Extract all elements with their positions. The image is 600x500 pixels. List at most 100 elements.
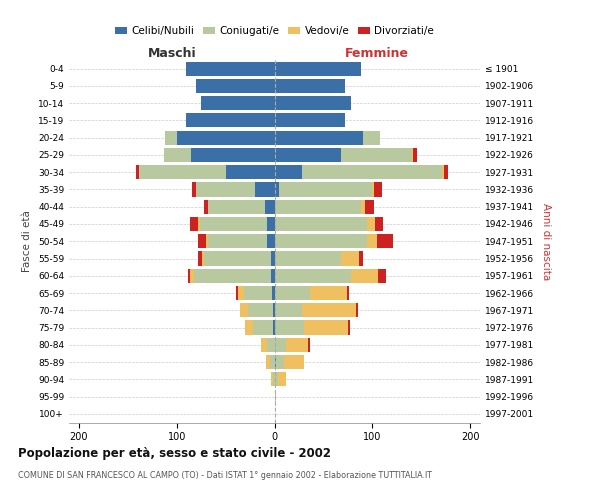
Bar (272, 320, 275, 334)
Bar (255, 182, 275, 196)
Bar (275, 286, 310, 300)
Bar (272, 372, 275, 386)
Bar (444, 165, 448, 180)
Bar (348, 320, 350, 334)
Bar (196, 182, 255, 196)
Bar (377, 234, 393, 248)
Bar (373, 182, 374, 196)
Bar (275, 268, 351, 283)
Text: COMUNE DI SAN FRANCESCO AL CAMPO (TO) - Dati ISTAT 1° gennaio 2002 - Elaborazion: COMUNE DI SAN FRANCESCO AL CAMPO (TO) - … (18, 471, 432, 480)
Bar (275, 79, 345, 93)
Bar (198, 234, 206, 248)
Bar (198, 217, 200, 231)
Bar (245, 320, 253, 334)
Bar (266, 217, 275, 231)
Bar (302, 303, 356, 318)
Bar (271, 268, 275, 283)
Bar (361, 200, 365, 214)
Bar (275, 252, 341, 266)
Bar (275, 96, 351, 110)
Bar (286, 338, 308, 352)
Bar (136, 165, 139, 180)
Bar (375, 217, 383, 231)
Bar (190, 268, 194, 283)
Bar (275, 234, 367, 248)
Bar (304, 320, 348, 334)
Bar (347, 286, 349, 300)
Bar (193, 182, 196, 196)
Bar (359, 252, 362, 266)
Bar (204, 200, 208, 214)
Bar (165, 130, 176, 145)
Text: Maschi: Maschi (148, 47, 196, 60)
Bar (204, 252, 271, 266)
Bar (275, 390, 277, 404)
Bar (284, 355, 304, 369)
Bar (261, 338, 266, 352)
Bar (188, 268, 190, 283)
Bar (248, 303, 272, 318)
Bar (275, 165, 302, 180)
Bar (275, 372, 278, 386)
Bar (187, 62, 275, 76)
Bar (208, 234, 266, 248)
Bar (271, 252, 275, 266)
Bar (413, 148, 418, 162)
Bar (191, 148, 275, 162)
Y-axis label: Anni di nascita: Anni di nascita (541, 202, 551, 280)
Bar (275, 62, 361, 76)
Bar (176, 130, 275, 145)
Bar (265, 200, 275, 214)
Bar (351, 268, 378, 283)
Bar (367, 217, 375, 231)
Bar (272, 303, 275, 318)
Bar (271, 372, 272, 386)
Bar (275, 182, 280, 196)
Bar (356, 303, 358, 318)
Bar (275, 338, 286, 352)
Bar (275, 217, 367, 231)
Bar (365, 200, 374, 214)
Bar (275, 355, 277, 369)
Bar (198, 252, 202, 266)
Bar (280, 182, 373, 196)
Bar (196, 79, 275, 93)
Bar (226, 165, 275, 180)
Bar (194, 268, 271, 283)
Bar (244, 286, 272, 300)
Bar (310, 286, 347, 300)
Bar (164, 148, 191, 162)
Bar (302, 165, 442, 180)
Bar (253, 320, 272, 334)
Bar (278, 372, 286, 386)
Bar (412, 148, 413, 162)
Bar (362, 130, 380, 145)
Bar (275, 130, 362, 145)
Bar (238, 286, 244, 300)
Bar (269, 355, 275, 369)
Bar (277, 355, 284, 369)
Text: Popolazione per età, sesso e stato civile - 2002: Popolazione per età, sesso e stato civil… (18, 448, 331, 460)
Bar (275, 200, 361, 214)
Text: Femmine: Femmine (345, 47, 409, 60)
Bar (190, 217, 198, 231)
Bar (367, 234, 377, 248)
Bar (201, 96, 275, 110)
Bar (308, 338, 310, 352)
Bar (200, 217, 266, 231)
Bar (272, 286, 275, 300)
Bar (341, 252, 359, 266)
Legend: Celibi/Nubili, Coniugati/e, Vedovi/e, Divorziati/e: Celibi/Nubili, Coniugati/e, Vedovi/e, Di… (111, 22, 438, 40)
Bar (139, 165, 226, 180)
Bar (374, 182, 382, 196)
Bar (266, 338, 275, 352)
Bar (202, 252, 204, 266)
Bar (442, 165, 444, 180)
Bar (240, 303, 248, 318)
Bar (236, 286, 238, 300)
Bar (187, 114, 275, 128)
Bar (378, 268, 386, 283)
Bar (208, 200, 265, 214)
Bar (206, 234, 208, 248)
Bar (341, 148, 412, 162)
